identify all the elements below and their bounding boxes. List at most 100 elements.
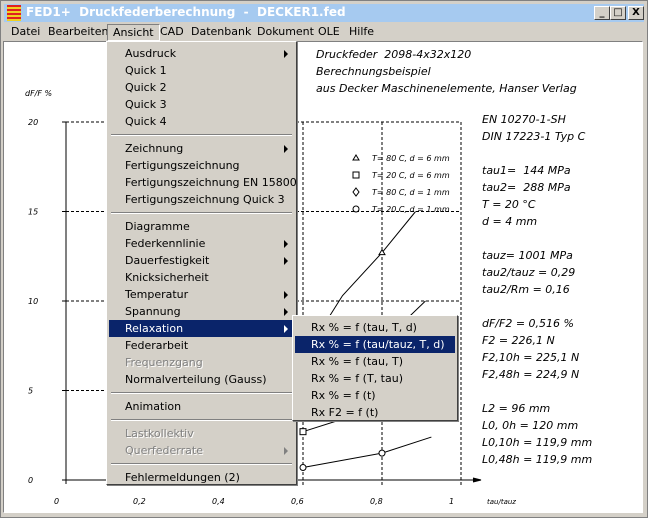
- menu-item-rx-f-tau-t[interactable]: Rx % = f (tau, T): [295, 353, 455, 370]
- legend-entry: T= 80 C, d = 1 mm: [372, 188, 450, 197]
- menu-item-zeichnung[interactable]: Zeichnung: [109, 140, 294, 157]
- menu-item-rx-f-t-tau[interactable]: Rx % = f (T, tau): [295, 370, 455, 387]
- menu-hilfe[interactable]: Hilfe: [349, 25, 375, 38]
- minimize-button[interactable]: _: [594, 6, 610, 20]
- menu-item-label: Relaxation: [125, 322, 184, 335]
- menu-dokument[interactable]: Dokument: [257, 25, 314, 38]
- menu-datenbank[interactable]: Datenbank: [191, 25, 252, 38]
- menu-item-label: Frequenzgang: [125, 356, 203, 369]
- menu-item-federkennlinie[interactable]: Federkennlinie: [109, 235, 294, 252]
- menu-item-label: Fertigungszeichnung: [125, 159, 240, 172]
- menu-item-querfederrate[interactable]: Querfederrate: [109, 442, 294, 459]
- menu-item-label: Quick 2: [125, 81, 167, 94]
- menu-item-normalverteilung-gauss[interactable]: Normalverteilung (Gauss): [109, 371, 294, 388]
- menu-item-fertigungszeichnung-en-15800[interactable]: Fertigungszeichnung EN 15800: [109, 174, 297, 191]
- menu-separator: [111, 419, 292, 421]
- menu-item-label: Federarbeit: [125, 339, 189, 352]
- menu-item-label: Dauerfestigkeit: [125, 254, 210, 267]
- menu-item-label: Fehlermeldungen (2): [125, 471, 240, 484]
- menu-datei[interactable]: Datei: [11, 25, 41, 38]
- menu-separator: [111, 392, 292, 394]
- menu-item-relaxation[interactable]: Relaxation: [109, 320, 294, 337]
- menu-item-dauerfestigkeit[interactable]: Dauerfestigkeit: [109, 252, 294, 269]
- menu-item-label: Rx % = f (tau, T, d): [311, 321, 417, 334]
- menu-item-rx-f-tau-tauz-t-d[interactable]: Rx % = f (tau/tauz, T, d): [295, 336, 455, 353]
- menu-item-label: Animation: [125, 400, 182, 413]
- menu-item-label: Querfederrate: [125, 444, 203, 457]
- menu-item-temperatur[interactable]: Temperatur: [109, 286, 294, 303]
- menu-item-knicksicherheit[interactable]: Knicksicherheit: [109, 269, 294, 286]
- submenu-arrow-icon: [284, 50, 288, 58]
- menu-item-label: Ausdruck: [125, 47, 177, 60]
- submenu-arrow-icon: [284, 308, 288, 316]
- menu-item-quick-1[interactable]: Quick 1: [109, 62, 294, 79]
- info-line: tauz= 1001 MPa: [482, 249, 573, 262]
- close-button[interactable]: X: [628, 6, 644, 20]
- info-line: F2,10h = 225,1 N: [482, 351, 580, 364]
- legend-entry: T= 20 C, d = 1 mm: [372, 205, 450, 214]
- menu-item-label: Spannung: [125, 305, 181, 318]
- app-icon[interactable]: [7, 5, 21, 21]
- menu-item-rx-f2-f-t[interactable]: Rx F2 = f (t): [295, 404, 455, 421]
- submenu-arrow-icon: [284, 240, 288, 248]
- menu-item-spannung[interactable]: Spannung: [109, 303, 294, 320]
- menu-item-rx-f-tau-t-d[interactable]: Rx % = f (tau, T, d): [295, 319, 455, 336]
- x-tick-label: 0,8: [370, 497, 383, 506]
- header-line: Berechnungsbeispiel: [316, 65, 431, 78]
- x-tick-label: 0,4: [212, 497, 225, 506]
- y-axis-label: dF/F %: [25, 89, 52, 98]
- circle-marker: [378, 449, 386, 457]
- x-tick-label: 1: [449, 497, 454, 506]
- maximize-button[interactable]: □: [610, 6, 626, 20]
- menu-item-fertigungszeichnung-quick-3[interactable]: Fertigungszeichnung Quick 3: [109, 191, 294, 208]
- menu-item-label: Diagramme: [125, 220, 190, 233]
- menu-item-federarbeit[interactable]: Federarbeit: [109, 337, 294, 354]
- submenu-arrow-icon: [284, 257, 288, 265]
- window-title: FED1+ Druckfederberechnung - DECKER1.fed: [26, 5, 346, 19]
- menu-item-quick-4[interactable]: Quick 4: [109, 113, 294, 130]
- menu-bearbeiten[interactable]: Bearbeiten: [48, 25, 109, 38]
- menu-item-quick-2[interactable]: Quick 2: [109, 79, 294, 96]
- info-line: tau1= 144 MPa: [482, 164, 571, 177]
- menu-item-label: Rx % = f (tau, T): [311, 355, 404, 368]
- x-tick-label: 0: [54, 497, 59, 506]
- ansicht-dropdown-menu: Ausdruck Quick 1 Quick 2 Quick 3 Quick 4 Zeic…: [106, 41, 297, 485]
- menu-ansicht[interactable]: Ansicht: [107, 24, 160, 41]
- y-tick-label: 0: [28, 476, 33, 485]
- info-line: L0, 0h = 120 mm: [482, 419, 579, 432]
- menu-item-fehlermeldungen-2[interactable]: Fehlermeldungen (2): [109, 469, 294, 486]
- x-tick-label: 0,2: [133, 497, 146, 506]
- info-line: EN 10270-1-SH: [482, 113, 566, 126]
- menu-cad[interactable]: CAD: [160, 25, 184, 38]
- menu-item-lastkollektiv[interactable]: Lastkollektiv: [109, 425, 294, 442]
- square-marker: [352, 171, 360, 179]
- menu-item-diagramme[interactable]: Diagramme: [109, 218, 294, 235]
- menu-separator: [111, 463, 292, 465]
- info-line: F2,48h = 224,9 N: [482, 368, 580, 381]
- menu-item-ausdruck[interactable]: Ausdruck: [109, 45, 294, 62]
- y-tick-label: 15: [28, 208, 38, 217]
- legend-entry: T= 20 C, d = 6 mm: [372, 171, 450, 180]
- menu-ole[interactable]: OLE: [318, 25, 340, 38]
- y-tick-label: 20: [28, 118, 38, 127]
- menu-item-label: Quick 4: [125, 115, 167, 128]
- y-tick-label: 10: [28, 297, 38, 306]
- info-line: dF/F2 = 0,516 %: [482, 317, 574, 330]
- menu-item-label: Rx % = f (t): [311, 389, 376, 402]
- submenu-arrow-icon: [284, 325, 288, 333]
- title-bar[interactable]: FED1+ Druckfederberechnung - DECKER1.fed…: [4, 4, 644, 22]
- menu-item-fertigungszeichnung[interactable]: Fertigungszeichnung: [109, 157, 294, 174]
- menu-item-rx-f-t[interactable]: Rx % = f (t): [295, 387, 455, 404]
- header-line: Druckfeder 2098-4x32x120: [316, 48, 472, 61]
- menu-separator: [111, 134, 292, 136]
- menu-item-label: Fertigungszeichnung EN 15800: [125, 176, 297, 189]
- square-marker: [299, 428, 307, 436]
- info-line: L0,48h = 119,9 mm: [482, 453, 593, 466]
- menu-item-label: Quick 3: [125, 98, 167, 111]
- menu-item-frequenzgang[interactable]: Frequenzgang: [109, 354, 294, 371]
- menu-item-label: Fertigungszeichnung Quick 3: [125, 193, 285, 206]
- submenu-arrow-icon: [284, 291, 288, 299]
- menu-item-quick-3[interactable]: Quick 3: [109, 96, 294, 113]
- menu-item-animation[interactable]: Animation: [109, 398, 294, 415]
- circle-marker: [352, 205, 360, 213]
